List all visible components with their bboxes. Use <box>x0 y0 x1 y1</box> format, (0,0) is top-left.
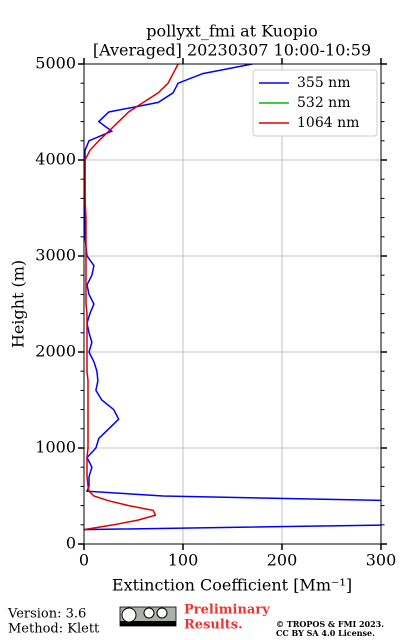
x-tick-label: 300 <box>366 551 397 570</box>
x-axis-label: Extinction Coefficient [Mm⁻¹] <box>112 576 352 595</box>
legend-box <box>252 69 378 137</box>
y-tick-label: 2000 <box>35 342 76 361</box>
plot-frame <box>83 63 382 545</box>
legend-label: 355 nm <box>297 75 350 91</box>
method: Method: Klett <box>8 622 100 637</box>
copyright: CC BY SA 4.0 License. <box>276 628 375 638</box>
y-tick-label: 4000 <box>35 150 76 169</box>
title-line: [Averaged] 20230307 10:00-10:59 <box>93 41 371 60</box>
x-tick-label: 0 <box>79 551 89 570</box>
y-tick-label: 3000 <box>35 246 76 265</box>
y-tick-label: 5000 <box>35 54 76 73</box>
preliminary: Results. <box>184 618 243 633</box>
copyright: © TROPOS & FMI 2023. <box>276 619 384 629</box>
legend-label: 1064 nm <box>297 115 359 131</box>
title-line: pollyxt_fmi at Kuopio <box>146 22 317 41</box>
profile-line <box>84 64 381 531</box>
y-tick-label: 0 <box>66 534 76 553</box>
cc-logo <box>119 606 177 627</box>
x-tick-label: 200 <box>267 551 298 570</box>
version: Version: 3.6 <box>7 607 86 622</box>
y-axis-label: Height (m) <box>9 260 28 348</box>
plot-lines <box>84 64 381 531</box>
profile-line <box>84 64 179 531</box>
preliminary: Preliminary <box>184 603 270 618</box>
y-tick-label: 1000 <box>35 438 76 457</box>
x-tick-label: 100 <box>168 551 199 570</box>
legend-label: 532 nm <box>297 95 350 111</box>
